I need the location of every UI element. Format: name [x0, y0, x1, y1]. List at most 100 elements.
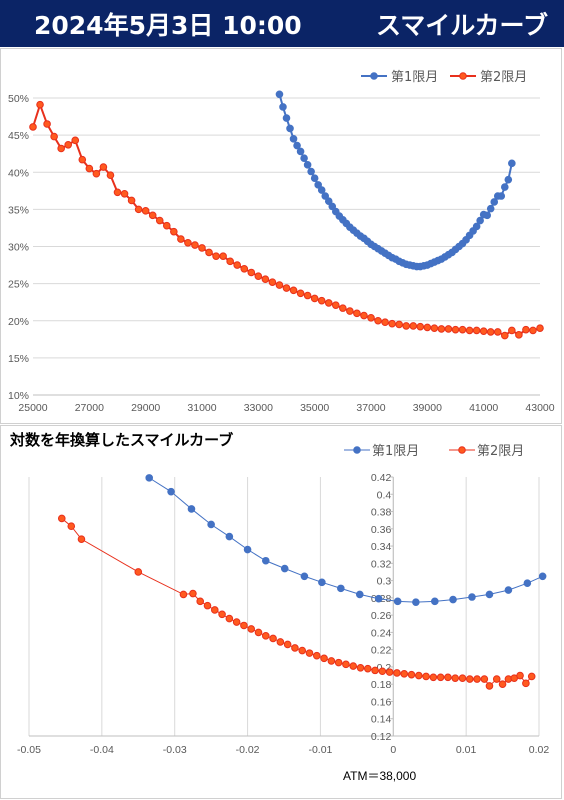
series-line: [148, 477, 543, 603]
data-point: [289, 135, 298, 143]
y-tick-label: 30%: [8, 242, 29, 254]
data-point: [113, 188, 122, 197]
data-point: [334, 658, 343, 667]
data-point: [318, 578, 326, 587]
data-point: [388, 319, 396, 328]
data-point: [321, 192, 330, 200]
y-tick-label: 35%: [8, 204, 29, 216]
y-tick-label: 0.14: [371, 714, 392, 726]
data-point: [314, 181, 322, 189]
y-tick-label: 0.16: [371, 696, 392, 708]
data-point: [493, 328, 502, 336]
data-point: [145, 474, 154, 482]
data-point: [57, 514, 66, 523]
data-point: [400, 670, 409, 678]
data-point: [414, 671, 423, 680]
data-point: [43, 120, 51, 128]
data-point: [508, 326, 516, 335]
data-point: [187, 505, 196, 513]
data-point: [205, 248, 213, 257]
y-tick-label: 45%: [8, 130, 29, 142]
data-point: [498, 680, 507, 689]
legend-label: 第1限月: [372, 444, 419, 459]
data-point: [395, 320, 403, 329]
data-point: [479, 327, 488, 335]
y-tick-label: 0.42: [371, 472, 392, 484]
data-point: [303, 161, 312, 169]
data-point: [289, 286, 298, 295]
data-point: [320, 654, 328, 663]
y-tick-label: 50%: [8, 93, 29, 105]
data-point: [189, 589, 197, 598]
data-point: [485, 590, 494, 599]
data-point: [353, 309, 361, 318]
y-tick-label: 10%: [8, 390, 29, 402]
data-point: [437, 325, 446, 333]
data-point: [339, 304, 347, 312]
data-point: [423, 323, 432, 332]
data-point: [480, 675, 489, 683]
y-tick-label: 0.18: [371, 679, 392, 691]
y-tick-label: 0.12: [371, 731, 392, 743]
y-tick-label: 0.38: [371, 507, 392, 519]
data-point: [310, 294, 319, 303]
x-tick-label: -0.04: [90, 744, 114, 756]
data-point: [269, 634, 277, 643]
y-tick-label: 0.32: [371, 558, 392, 570]
data-point: [331, 301, 340, 309]
data-point: [261, 556, 270, 565]
data-point: [342, 660, 350, 669]
legend-label: 第1限月: [391, 70, 438, 85]
page-title: スマイルカーブ: [376, 11, 549, 40]
data-point: [286, 124, 294, 133]
y-tick-label: 20%: [8, 316, 29, 328]
data-point: [225, 532, 234, 541]
series-line: [32, 101, 541, 337]
data-point: [523, 579, 532, 587]
data-point: [247, 625, 256, 633]
x-tick-label: 29000: [131, 402, 160, 414]
data-point: [490, 198, 499, 206]
data-point: [337, 584, 345, 593]
data-point: [485, 682, 494, 690]
data-point: [261, 275, 270, 283]
data-point: [522, 325, 530, 334]
data-point: [385, 668, 394, 676]
data-point: [120, 189, 129, 198]
data-point: [374, 316, 382, 325]
data-point: [203, 601, 212, 610]
data-point: [293, 141, 301, 150]
x-tick-label: 43000: [525, 402, 554, 414]
data-point: [212, 252, 220, 260]
data-point: [170, 227, 178, 236]
data-point: [486, 328, 495, 336]
data-point: [374, 594, 383, 603]
datetime-label: 2024年5月3日 10:00: [34, 11, 302, 40]
data-point: [402, 322, 411, 330]
legend-marker: [353, 446, 361, 454]
data-point: [381, 318, 389, 327]
data-point: [468, 593, 476, 601]
data-point: [296, 147, 305, 156]
data-point: [305, 649, 314, 657]
data-point: [451, 325, 460, 334]
data-point: [92, 169, 101, 178]
data-point: [179, 590, 188, 599]
x-tick-label: 0: [390, 744, 396, 756]
y-tick-label: 0.22: [371, 645, 392, 657]
data-point: [218, 610, 226, 619]
data-point: [393, 597, 402, 606]
data-point: [356, 663, 365, 672]
data-point: [486, 204, 495, 213]
data-point: [449, 595, 457, 604]
x-tick-label: 35000: [300, 402, 329, 414]
data-point: [283, 640, 292, 649]
y-tick-label: 0.4: [377, 489, 392, 501]
data-point: [282, 114, 291, 122]
data-point: [275, 281, 284, 289]
x-tick-label: -0.03: [163, 744, 187, 756]
legend-marker: [459, 72, 467, 80]
data-point: [29, 123, 37, 131]
x-tick-label: 0.02: [529, 744, 550, 756]
data-point: [254, 272, 263, 280]
